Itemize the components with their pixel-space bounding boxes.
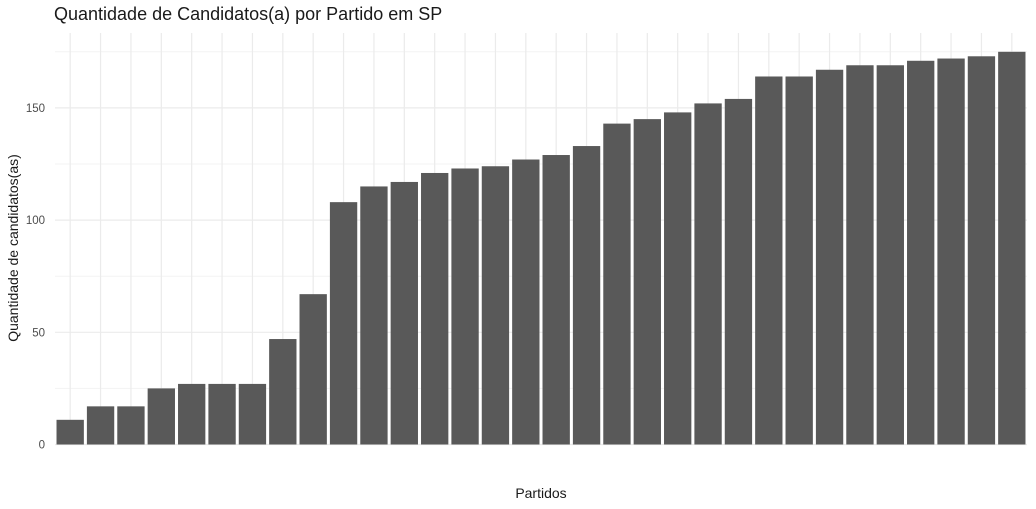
bar <box>481 166 510 445</box>
y-tick-label: 150 <box>26 103 45 115</box>
bar <box>664 112 692 445</box>
bar <box>542 155 570 445</box>
y-tick-label: 0 <box>39 440 45 452</box>
bar <box>815 69 844 445</box>
bar <box>451 168 479 445</box>
bar <box>633 119 661 445</box>
bar <box>390 181 418 445</box>
bar <box>86 406 115 445</box>
bar <box>238 383 267 445</box>
bar <box>755 76 783 445</box>
y-axis-ticks: 0 50 100 150 <box>26 103 45 452</box>
bar <box>329 202 358 445</box>
bar <box>876 65 904 445</box>
chart-title: Quantidade de Candidatos(a) por Partido … <box>54 4 443 24</box>
bar <box>421 172 449 445</box>
y-tick-label: 100 <box>26 215 45 227</box>
bar <box>724 98 753 445</box>
bar <box>117 406 145 445</box>
x-axis-label: Partidos <box>515 485 566 501</box>
bar <box>208 383 236 445</box>
bar <box>178 383 206 445</box>
bar <box>360 186 388 445</box>
bar <box>998 51 1026 445</box>
bar <box>907 60 935 445</box>
y-axis-label: Quantidade de candidatos(as) <box>5 154 21 342</box>
bar <box>967 56 996 445</box>
bar <box>512 159 540 445</box>
bar <box>269 339 297 445</box>
y-tick-label: 50 <box>32 327 45 339</box>
bar <box>56 419 84 445</box>
bar <box>299 294 327 445</box>
bar <box>846 65 874 445</box>
bar <box>694 103 722 445</box>
bar <box>572 146 601 445</box>
bar <box>785 76 813 445</box>
bar <box>937 58 965 445</box>
bar <box>603 123 631 445</box>
bars <box>56 51 1026 445</box>
bar <box>147 388 175 445</box>
